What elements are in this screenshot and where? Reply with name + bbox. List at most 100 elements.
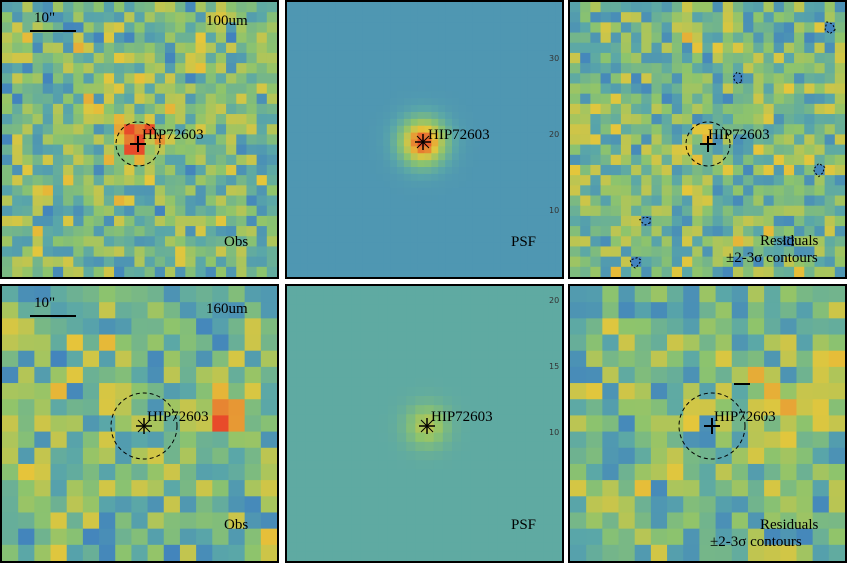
map-pixel xyxy=(493,70,501,79)
map-pixel xyxy=(555,36,562,44)
map-pixel xyxy=(103,164,115,176)
map-pixel xyxy=(507,29,515,37)
map-pixel xyxy=(99,318,116,336)
map-pixel xyxy=(307,160,315,168)
map-pixel xyxy=(205,266,217,277)
map-pixel xyxy=(397,469,407,479)
map-pixel xyxy=(671,42,683,54)
map-pixel xyxy=(397,460,407,470)
map-pixel xyxy=(342,478,352,489)
map-pixel xyxy=(527,249,535,257)
map-pixel xyxy=(417,8,425,17)
map-pixel xyxy=(342,167,350,175)
map-pixel xyxy=(812,366,830,384)
map-pixel xyxy=(205,42,217,54)
map-pixel xyxy=(342,43,350,51)
map-pixel xyxy=(300,228,309,237)
map-pixel xyxy=(424,249,432,257)
map-pixel xyxy=(683,528,700,546)
map-pixel xyxy=(620,195,632,207)
map-pixel xyxy=(497,414,508,424)
map-pixel xyxy=(722,215,734,227)
map-pixel xyxy=(520,201,529,209)
map-pixel xyxy=(702,266,714,277)
map-pixel xyxy=(438,235,446,244)
contour xyxy=(813,162,826,178)
map-pixel xyxy=(465,201,474,209)
map-pixel xyxy=(783,83,795,95)
map-pixel xyxy=(555,208,562,216)
map-pixel xyxy=(314,8,322,17)
map-pixel xyxy=(82,350,100,368)
map-pixel xyxy=(500,29,508,37)
map-pixel xyxy=(507,187,515,195)
map-pixel xyxy=(458,249,467,257)
map-pixel xyxy=(32,124,44,135)
map-pixel xyxy=(293,43,302,51)
map-pixel xyxy=(387,460,398,470)
map-pixel xyxy=(369,405,380,415)
map-pixel xyxy=(415,432,425,443)
map-pixel xyxy=(22,42,34,54)
map-pixel xyxy=(12,73,23,84)
map-pixel xyxy=(328,146,336,154)
map-pixel xyxy=(287,15,295,24)
map-pixel xyxy=(300,43,309,51)
map-pixel xyxy=(103,114,115,125)
map-pixel xyxy=(307,215,315,223)
map-pixel xyxy=(692,215,703,227)
map-pixel xyxy=(651,32,663,44)
map-pixel xyxy=(534,350,545,360)
map-pixel xyxy=(410,153,419,161)
map-pixel xyxy=(631,12,642,23)
map-pixel xyxy=(479,368,490,379)
map-pixel xyxy=(195,2,207,13)
map-pixel xyxy=(32,205,44,217)
map-pixel xyxy=(73,215,84,227)
map-pixel xyxy=(543,487,554,498)
map-pixel xyxy=(124,134,135,146)
map-pixel xyxy=(175,52,186,64)
map-pixel xyxy=(300,8,309,17)
map-pixel xyxy=(114,246,125,258)
map-pixel xyxy=(488,286,499,296)
map-pixel xyxy=(164,42,176,54)
map-pixel xyxy=(493,256,501,264)
map-pixel xyxy=(486,84,494,92)
map-pixel xyxy=(244,302,262,319)
map-pixel xyxy=(406,286,416,296)
map-pixel xyxy=(773,175,785,186)
map-pixel xyxy=(355,194,364,202)
map-pixel xyxy=(438,98,446,106)
map-pixel xyxy=(360,405,370,415)
map-pixel xyxy=(323,487,334,498)
map-pixel xyxy=(305,331,315,342)
map-pixel xyxy=(144,32,156,44)
map-pixel xyxy=(732,175,744,186)
map-pixel xyxy=(465,263,474,271)
map-pixel xyxy=(472,270,480,277)
map-pixel xyxy=(99,302,116,319)
map-pixel xyxy=(226,42,237,54)
map-pixel xyxy=(287,8,295,17)
map-pixel xyxy=(417,187,425,195)
map-pixel xyxy=(497,359,508,369)
map-pixel xyxy=(712,2,724,13)
map-pixel xyxy=(712,154,724,166)
map-pixel xyxy=(465,77,474,85)
map-pixel xyxy=(834,226,845,237)
map-pixel xyxy=(12,144,23,156)
map-pixel xyxy=(586,399,603,416)
map-pixel xyxy=(185,22,197,34)
map-pixel xyxy=(513,160,522,168)
map-pixel xyxy=(548,118,556,127)
map-pixel xyxy=(445,194,453,202)
map-pixel xyxy=(763,134,775,146)
map-pixel xyxy=(296,331,306,342)
map-pixel xyxy=(486,263,494,271)
map-pixel xyxy=(390,167,398,175)
map-pixel xyxy=(834,236,845,247)
map-pixel xyxy=(433,405,444,415)
map-pixel xyxy=(387,286,398,296)
map-pixel xyxy=(300,208,309,216)
